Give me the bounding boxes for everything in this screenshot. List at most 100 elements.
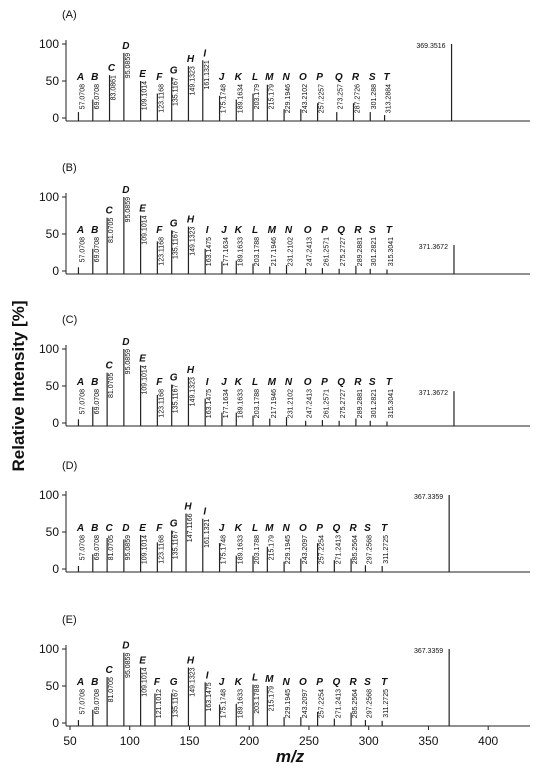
mz-label: 123.1168	[158, 535, 165, 564]
peak-letter: A	[76, 72, 84, 83]
peak-letter: P	[316, 523, 323, 534]
mz-label: 275.2727	[340, 237, 347, 266]
peak-letter: E	[139, 353, 146, 364]
mz-label: 121.1012	[156, 689, 163, 718]
peak-letter: K	[235, 377, 243, 388]
peak-letter: B	[91, 677, 98, 688]
mz-label: 271.2413	[335, 535, 342, 564]
mz-label: 81.0705	[108, 535, 115, 560]
peak-letter: E	[139, 656, 146, 667]
peak-letter: A	[76, 677, 84, 688]
peak-letter: Q	[337, 377, 345, 388]
peak-letter: R	[349, 523, 357, 534]
mz-label: 203.1788	[254, 389, 261, 418]
mz-label: 287.2726	[354, 84, 361, 113]
mz-label: 135.1167	[173, 77, 180, 106]
mz-label: 163.1475	[206, 237, 213, 266]
mz-label: 69.0708	[94, 535, 101, 560]
peak-letter: K	[235, 677, 243, 688]
peak-letter: D	[122, 337, 129, 348]
mz-label: 217.1946	[271, 237, 278, 266]
peak-letter: B	[91, 72, 98, 83]
peak-letter: Q	[332, 677, 340, 688]
mz-label: 247.2413	[307, 389, 314, 418]
peak-letter: F	[156, 377, 163, 388]
peak-letter: J	[221, 225, 227, 236]
mz-label: 81.0705	[108, 677, 115, 702]
mz-label: 189.1633	[237, 689, 244, 718]
mz-label: 247.2413	[307, 237, 314, 266]
mz-label: 275.2727	[340, 389, 347, 418]
mz-label: 109.1014	[142, 365, 149, 394]
peak-letter: F	[156, 225, 163, 236]
mz-label: 161.1321	[204, 60, 211, 89]
peak-letter: I	[203, 48, 206, 59]
mz-label: 215.179	[268, 686, 275, 711]
peak-letter: P	[321, 225, 328, 236]
mz-label: 371.3672	[419, 390, 448, 397]
peak-letter: T	[384, 72, 391, 83]
mz-label: 261.2571	[323, 237, 330, 266]
mz-label: 163.1475	[206, 389, 213, 418]
mz-label: 95.0859	[125, 53, 132, 78]
peak-letter: N	[282, 677, 290, 688]
peak-letter: P	[321, 377, 328, 388]
mz-label: 301.2821	[371, 237, 378, 266]
peak-letter: G	[170, 373, 178, 384]
peak-letter: O	[304, 377, 312, 388]
mz-label: 69.0708	[94, 689, 101, 714]
peak-letter: N	[285, 225, 293, 236]
mz-label: 367.3359	[414, 494, 443, 501]
mz-label: 229.1945	[285, 535, 292, 564]
mz-label: 109.1014	[142, 535, 149, 564]
mz-label: 135.1167	[173, 230, 180, 259]
peak-letter: M	[265, 72, 274, 83]
peak-letter: G	[170, 218, 178, 229]
peak-letter: A	[76, 377, 84, 388]
mz-label: 285.2564	[352, 689, 359, 718]
mz-label: 257.2254	[319, 535, 326, 564]
mz-label: 109.1014	[142, 215, 149, 244]
peak-letter: J	[219, 72, 225, 83]
peak-letter: O	[304, 225, 312, 236]
y-tick-label: 0	[52, 264, 59, 278]
y-axis-label: Relative Intensity [%]	[9, 301, 28, 472]
peak-letter: N	[282, 523, 290, 534]
x-tick-label: 200	[239, 734, 259, 748]
mz-label: 311.2725	[383, 689, 390, 718]
mz-label: 203.1788	[254, 237, 261, 266]
mz-label: 57.0708	[79, 84, 86, 109]
y-tick-label: 100	[39, 642, 59, 656]
mz-label: 147.1166	[187, 513, 194, 542]
mz-label: 95.0859	[125, 535, 132, 560]
mz-label: 135.1167	[173, 384, 180, 413]
peak-letter: E	[139, 204, 146, 215]
x-tick-label: 250	[299, 734, 319, 748]
peak-letter: C	[106, 206, 114, 217]
panel-label: (E)	[62, 614, 77, 626]
mz-label: 175.1748	[221, 535, 228, 564]
mz-label: 257.2254	[319, 689, 326, 718]
peak-letter: F	[154, 677, 161, 688]
panel-label: (D)	[62, 460, 77, 472]
mz-label: 301.288	[371, 84, 378, 109]
mz-label: 229.1945	[285, 689, 292, 718]
y-tick-label: 50	[46, 525, 60, 539]
peak-letter: N	[285, 377, 293, 388]
peak-letter: L	[252, 523, 258, 534]
peak-letter: Q	[337, 225, 345, 236]
peak-letter: R	[349, 677, 357, 688]
peak-letter: B	[91, 377, 98, 388]
peak-letter: S	[369, 72, 376, 83]
mz-label: 257.2257	[319, 84, 326, 113]
y-tick-label: 0	[52, 562, 59, 576]
peak-letter: J	[219, 523, 225, 534]
peak-letter: L	[252, 673, 258, 684]
peak-letter: C	[106, 361, 114, 372]
peak-letter: C	[106, 665, 114, 676]
peak-letter: N	[282, 72, 290, 83]
mz-label: 231.2102	[288, 237, 295, 266]
mz-label: 231.2102	[288, 389, 295, 418]
peak-letter: M	[265, 523, 274, 534]
y-tick-label: 100	[39, 190, 59, 204]
